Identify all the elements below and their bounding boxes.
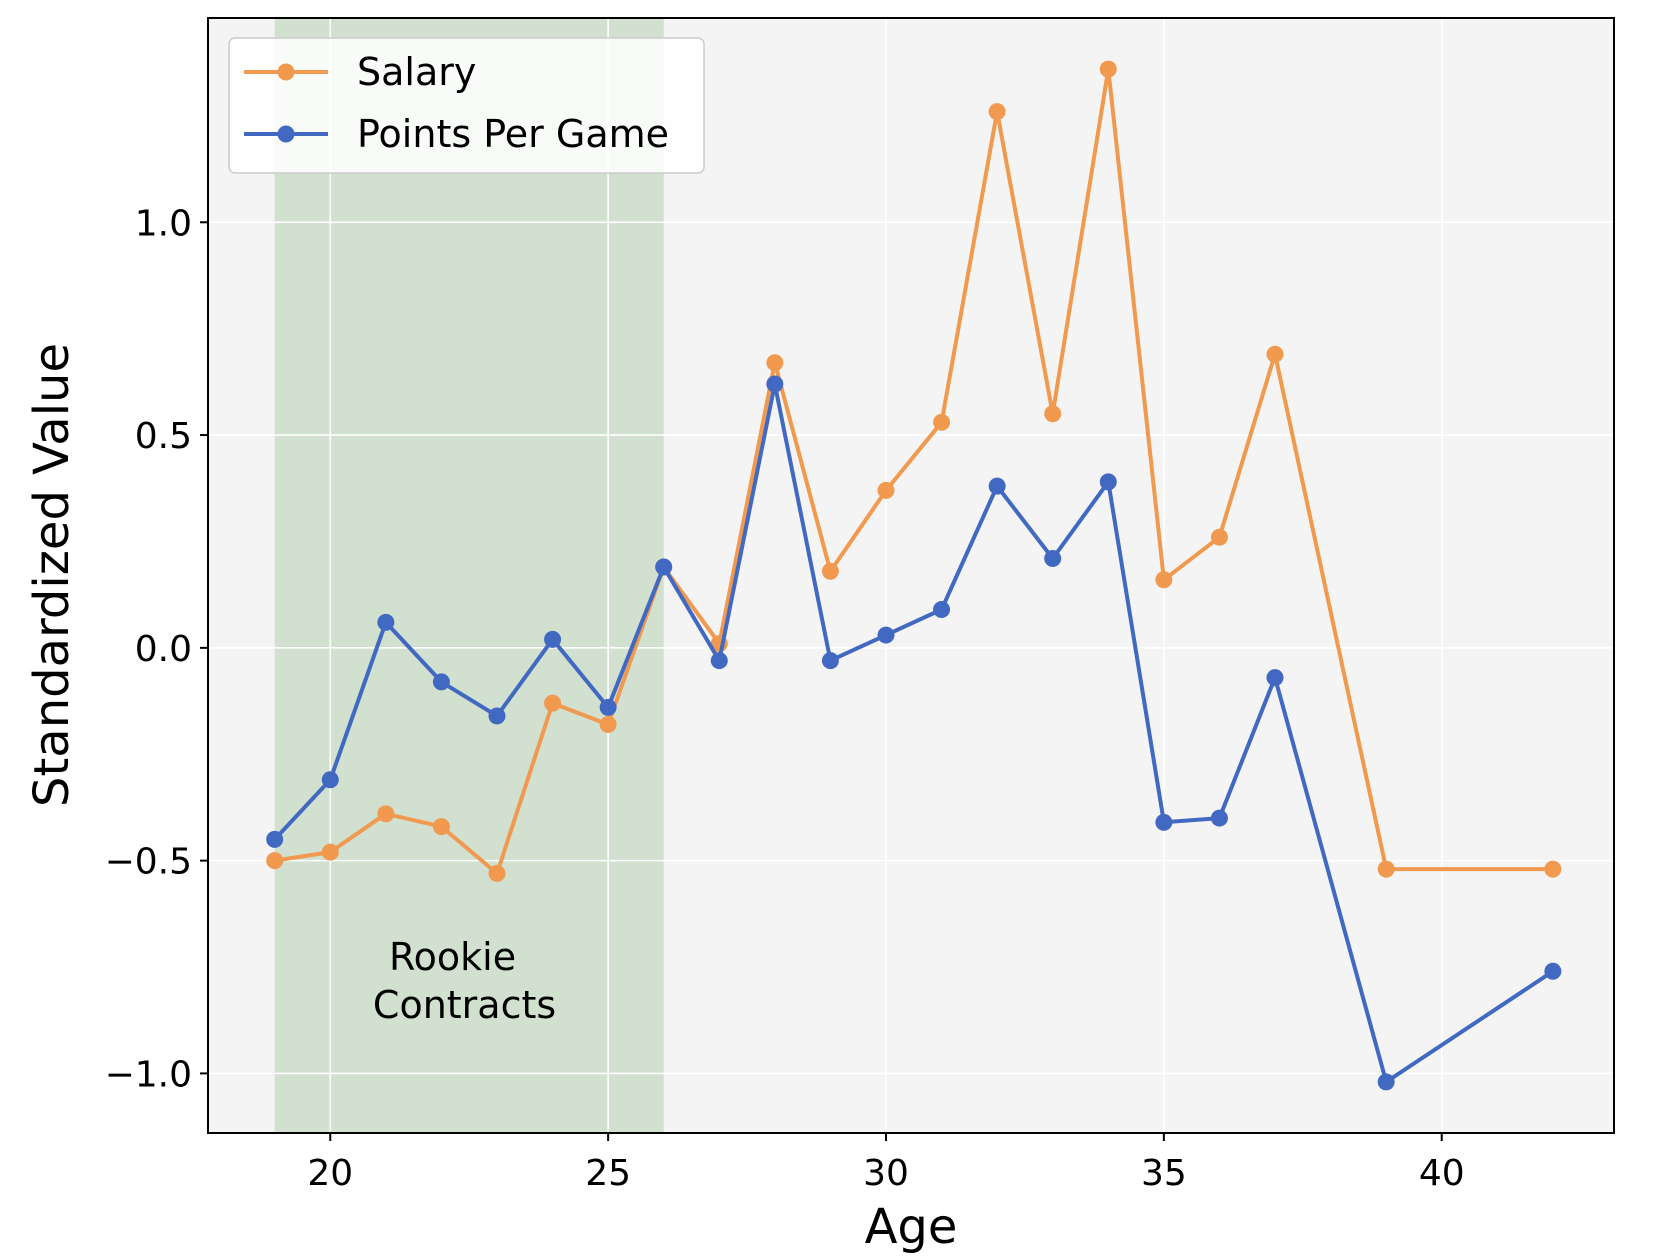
series-1-point bbox=[599, 698, 617, 716]
y-tick-label: −0.5 bbox=[105, 842, 192, 883]
legend: Salary Points Per Game bbox=[228, 37, 705, 174]
series-1-point bbox=[766, 375, 784, 393]
x-tick-label: 40 bbox=[1419, 1153, 1465, 1194]
series-0-point bbox=[1210, 528, 1228, 546]
series-1-point bbox=[544, 630, 562, 648]
annotation-line-0: Rookie bbox=[389, 935, 516, 979]
series-0-point bbox=[1544, 860, 1562, 878]
series-1-point bbox=[377, 613, 395, 631]
x-axis-label: Age bbox=[865, 1199, 958, 1255]
series-0-point bbox=[766, 354, 784, 372]
y-tick-label: 1.0 bbox=[135, 203, 192, 244]
series-1-point bbox=[1544, 962, 1562, 980]
series-0-point bbox=[266, 852, 284, 870]
legend-swatch-marker bbox=[277, 63, 295, 81]
series-0-point bbox=[821, 562, 839, 580]
series-1-point bbox=[655, 558, 673, 576]
series-1-point bbox=[1377, 1073, 1395, 1091]
x-tick-label: 30 bbox=[863, 1153, 909, 1194]
series-0-point bbox=[432, 818, 450, 836]
series-1-point bbox=[1155, 813, 1173, 831]
series-0-point bbox=[599, 715, 617, 733]
grid-lines bbox=[208, 18, 1614, 1133]
x-tick-label: 25 bbox=[585, 1153, 631, 1194]
series-1-point bbox=[1266, 669, 1284, 687]
series-0-point bbox=[321, 843, 339, 861]
series-group bbox=[266, 60, 1562, 1091]
series-0-point bbox=[877, 481, 895, 499]
y-tick-label: 0.0 bbox=[135, 629, 192, 670]
series-1-point bbox=[821, 652, 839, 670]
x-tick-label: 20 bbox=[307, 1153, 353, 1194]
series-1-point bbox=[710, 652, 728, 670]
series-0-point bbox=[1155, 571, 1173, 589]
series-0-point bbox=[544, 694, 562, 712]
series-0-point bbox=[988, 103, 1006, 121]
y-tick-label: −1.0 bbox=[105, 1054, 192, 1095]
series-1-point bbox=[432, 673, 450, 691]
series-1-point bbox=[988, 477, 1006, 495]
series-0-point bbox=[377, 805, 395, 823]
series-0-point bbox=[1044, 405, 1062, 423]
series-0-point bbox=[1266, 345, 1284, 363]
series-1-point bbox=[1044, 549, 1062, 567]
series-1-point bbox=[877, 626, 895, 644]
series-1-point bbox=[488, 707, 506, 725]
plot-frame bbox=[207, 17, 1615, 1134]
series-0-point bbox=[1377, 860, 1395, 878]
legend-label: Salary bbox=[357, 50, 476, 94]
series-1-point bbox=[321, 771, 339, 789]
legend-label: Points Per Game bbox=[357, 112, 669, 156]
series-0-point bbox=[933, 413, 951, 431]
series-1-point bbox=[1210, 809, 1228, 827]
rookie-contracts-shaded-region bbox=[274, 18, 664, 1133]
series-0-point bbox=[488, 864, 506, 882]
series-1-point bbox=[266, 830, 284, 848]
annotation-line-1: Contracts bbox=[373, 983, 556, 1027]
rookie-contracts-annotation: Rookie Contracts bbox=[373, 935, 556, 1027]
series-0-point bbox=[1099, 60, 1117, 78]
x-tick-label: 35 bbox=[1141, 1153, 1187, 1194]
series-1-point bbox=[1099, 473, 1117, 491]
series-1-point bbox=[933, 601, 951, 619]
legend-box bbox=[228, 37, 705, 174]
axis-ticks: 20 25 30 35 40 −1.0 −0.5 0.0 0.5 1.0 bbox=[105, 203, 1465, 1194]
legend-swatch-marker bbox=[277, 125, 295, 143]
y-axis-label: Standardized Value bbox=[24, 343, 80, 807]
y-tick-label: 0.5 bbox=[135, 416, 192, 457]
